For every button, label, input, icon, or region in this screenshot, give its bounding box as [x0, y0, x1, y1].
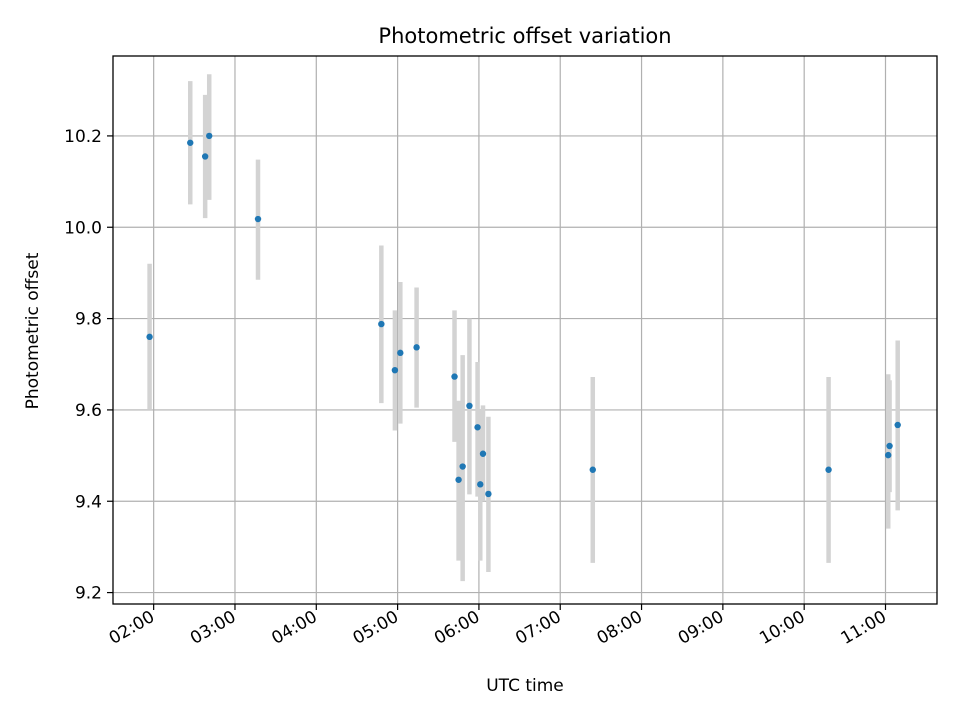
data-point: [466, 402, 473, 410]
data-point: [378, 320, 385, 328]
y-axis-label: Photometric offset: [23, 252, 43, 409]
data-point: [459, 463, 466, 470]
data-point: [146, 333, 153, 341]
data-point: [589, 466, 596, 473]
data-point: [187, 139, 194, 146]
grid: [113, 56, 937, 604]
data-point: [391, 366, 399, 374]
data-point: [413, 344, 420, 351]
y-tick-label: 10.2: [64, 127, 102, 147]
data-point: [485, 490, 492, 498]
data-point: [254, 215, 262, 223]
data-point: [894, 421, 901, 429]
y-tick-label: 9.2: [75, 584, 102, 604]
data-point: [206, 132, 213, 140]
data-point: [885, 451, 892, 459]
y-tick-label: 9.8: [75, 310, 102, 330]
data-point: [479, 450, 487, 457]
y-tick-label: 10.0: [64, 218, 102, 238]
chart-title: Photometric offset variation: [378, 24, 671, 48]
y-axis-ticks: 9.2 9.4 9.6 9.8 10.0 10.2: [64, 127, 113, 604]
data-point: [455, 476, 462, 483]
data-point: [477, 481, 484, 488]
data-point: [474, 424, 481, 431]
data-point: [201, 153, 209, 160]
data-point: [886, 442, 893, 450]
y-tick-label: 9.6: [75, 401, 102, 421]
x-axis-label: UTC time: [486, 676, 564, 696]
data-point: [397, 349, 404, 357]
data-points: [146, 132, 901, 498]
data-point: [825, 466, 832, 473]
y-tick-label: 9.4: [75, 492, 102, 512]
plot-frame: [112, 55, 938, 605]
data-point: [451, 373, 458, 380]
